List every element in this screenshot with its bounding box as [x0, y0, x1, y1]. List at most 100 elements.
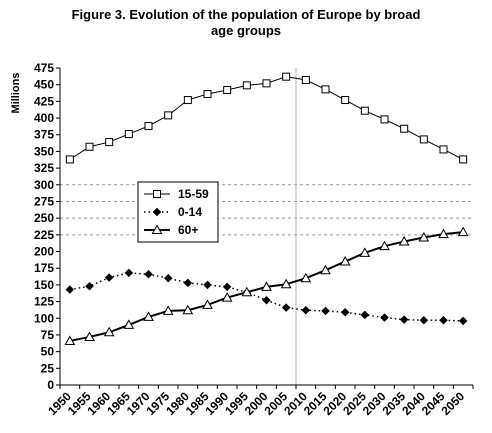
- y-tick-label: 300: [34, 178, 54, 192]
- y-tick-label: 125: [34, 295, 54, 309]
- data-point-diamond: [104, 273, 114, 282]
- legend-label: 15-59: [178, 187, 209, 201]
- data-point-triangle: [261, 281, 272, 291]
- data-point-diamond: [65, 285, 75, 294]
- data-point-diamond: [458, 316, 468, 326]
- data-point-square: [183, 96, 192, 105]
- data-point-triangle: [202, 299, 213, 309]
- gridlines: [60, 68, 473, 385]
- x-tick-label: 2050: [439, 389, 468, 418]
- data-point-square: [223, 86, 232, 95]
- data-point-diamond: [85, 281, 94, 291]
- x-tick-labels: 1950195519601965197019751980198519901995…: [45, 389, 467, 418]
- y-tick-label: 375: [34, 128, 54, 142]
- data-point-triangle: [359, 247, 371, 257]
- data-point-square: [341, 96, 350, 105]
- chart-title-line-1: Figure 3. Evolution of the population of…: [72, 7, 421, 22]
- y-tick-label: 400: [34, 111, 54, 125]
- data-point-square: [301, 76, 310, 85]
- data-point-triangle: [320, 264, 331, 275]
- series-15-59: [65, 72, 468, 164]
- legend-label: 60+: [178, 223, 198, 237]
- y-tick-label: 325: [34, 161, 54, 175]
- data-point-triangle: [84, 331, 95, 341]
- series-0-14: [65, 268, 468, 326]
- y-tick-label: 450: [34, 78, 54, 92]
- y-tick-label: 150: [34, 278, 54, 292]
- data-point-square: [360, 106, 369, 115]
- y-tick-label: 25: [41, 361, 55, 375]
- data-point-triangle: [438, 228, 449, 239]
- data-point-square: [262, 79, 271, 88]
- legend-box: [137, 181, 219, 243]
- y-tick-label: 0: [47, 378, 54, 392]
- data-point-diamond: [203, 280, 212, 290]
- axes: [56, 67, 474, 389]
- y-tick-label: 50: [41, 345, 55, 359]
- data-point-square: [164, 111, 173, 120]
- legend-item-60+: 60+: [144, 223, 198, 237]
- data-point-triangle: [143, 311, 154, 321]
- y-tick-label: 75: [41, 328, 55, 342]
- data-point-square: [144, 122, 153, 131]
- data-point-triangle: [182, 304, 194, 315]
- series-line-15-59: [69, 76, 464, 160]
- y-axis-label: Millions: [10, 73, 22, 114]
- data-point-diamond: [340, 307, 350, 317]
- data-point-diamond: [144, 269, 153, 279]
- data-point-diamond: [262, 295, 271, 305]
- data-point-triangle: [457, 226, 469, 237]
- data-point-diamond: [163, 273, 173, 283]
- data-point-square: [65, 155, 74, 164]
- data-point-square: [153, 190, 161, 198]
- data-point-triangle: [123, 319, 135, 329]
- data-point-triangle: [280, 278, 292, 289]
- chart-title-line-2: age groups: [211, 23, 281, 38]
- data-point-triangle: [339, 256, 351, 266]
- data-point-square: [439, 145, 448, 154]
- legend: 15-59 0-14 60+: [137, 181, 219, 243]
- data-point-diamond: [183, 278, 193, 288]
- y-tick-labels: 0 25 50 75 100 125 150 175 200 225 250 275 300 325 350…: [34, 61, 54, 392]
- data-point-diamond: [222, 282, 232, 292]
- data-point-square: [105, 138, 114, 147]
- data-point-square: [203, 90, 212, 99]
- y-tick-label: 275: [34, 194, 54, 208]
- data-point-triangle: [241, 286, 253, 297]
- data-point-diamond: [419, 315, 429, 325]
- data-point-square: [124, 130, 133, 139]
- data-point-triangle: [151, 224, 163, 234]
- data-point-diamond: [281, 303, 291, 312]
- data-point-diamond: [380, 313, 389, 322]
- data-point-diamond: [321, 306, 330, 316]
- data-point-triangle: [398, 235, 410, 246]
- data-point-diamond: [301, 305, 311, 315]
- data-point-square: [380, 115, 389, 124]
- data-point-diamond: [360, 310, 370, 320]
- data-point-square: [282, 72, 291, 81]
- series-layer: [64, 72, 469, 345]
- legend-label: 0-14: [178, 205, 202, 219]
- data-point-diamond: [439, 315, 448, 325]
- y-tick-label: 175: [34, 261, 54, 275]
- data-point-triangle: [300, 272, 312, 283]
- data-point-square: [85, 142, 94, 151]
- data-point-diamond: [399, 315, 409, 324]
- y-tick-label: 200: [34, 245, 54, 259]
- y-tick-label: 100: [34, 311, 54, 325]
- data-point-triangle: [103, 326, 115, 337]
- data-point-square: [242, 81, 251, 90]
- series-60+: [64, 226, 469, 345]
- y-tick-label: 250: [34, 211, 54, 225]
- legend-item-15-59: 15-59: [144, 187, 209, 201]
- data-point-square: [459, 155, 468, 164]
- data-point-diamond: [124, 268, 134, 278]
- y-tick-label: 350: [34, 144, 54, 158]
- legend-item-0-14: 0-14: [144, 205, 202, 219]
- y-tick-label: 425: [34, 94, 54, 108]
- data-point-triangle: [379, 240, 390, 251]
- data-point-square: [419, 135, 428, 144]
- data-point-triangle: [64, 335, 76, 345]
- y-tick-label: 225: [34, 228, 54, 242]
- data-point-square: [400, 124, 409, 133]
